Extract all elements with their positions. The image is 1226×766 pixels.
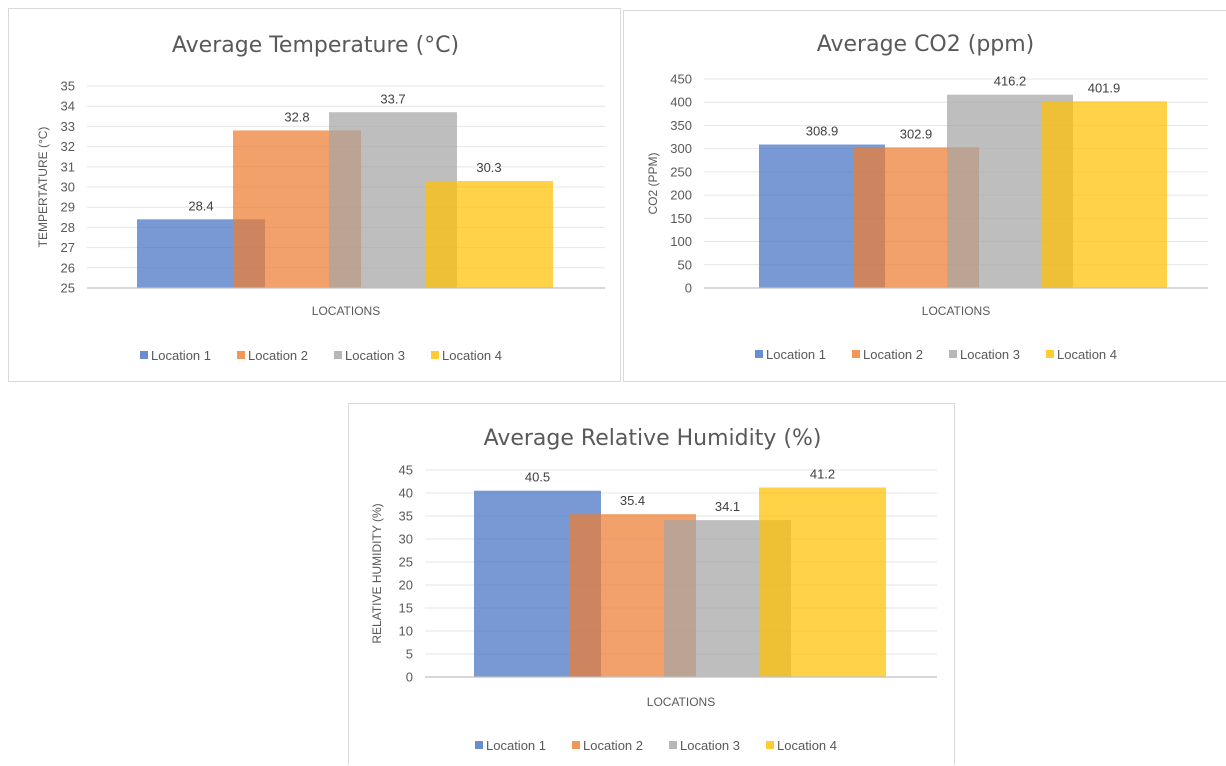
bar-location-4 <box>425 180 553 288</box>
legend-label: Location 4 <box>777 738 837 753</box>
y-tick-label: 35 <box>399 509 413 524</box>
y-tick-label: 200 <box>670 188 692 203</box>
data-label: 302.9 <box>900 126 933 141</box>
bar-location-4 <box>759 487 886 677</box>
y-tick-label: 15 <box>399 601 413 616</box>
data-label: 416.2 <box>994 74 1027 89</box>
y-tick-label: 20 <box>399 578 413 593</box>
legend-label: Location 3 <box>680 738 740 753</box>
y-tick-label: 300 <box>670 141 692 156</box>
y-tick-label: 150 <box>670 211 692 226</box>
data-label: 401.9 <box>1088 80 1121 95</box>
y-tick-label: 32 <box>61 139 75 154</box>
data-label: 33.7 <box>380 91 405 106</box>
temperature-chart-svg: Average Temperature (°C) 25 26 27 28 29 30 31 32… <box>36 33 605 363</box>
data-label: 40.5 <box>525 470 550 485</box>
x-axis-title: LOCATIONS <box>922 304 990 318</box>
y-tick-label: 31 <box>61 159 75 174</box>
legend-label: Location 2 <box>248 348 308 363</box>
y-tick-label: 100 <box>670 234 692 249</box>
legend-label: Location 3 <box>960 347 1020 362</box>
y-tick-label: 33 <box>61 119 75 134</box>
legend-swatch <box>572 741 580 749</box>
y-tick-label: 5 <box>406 647 413 662</box>
legend-swatch <box>755 350 763 358</box>
legend-swatch <box>334 351 342 359</box>
y-tick-label: 35 <box>61 79 75 94</box>
y-axis-title: TEMPERTATURE (°C) <box>36 127 50 248</box>
legend-label: Location 4 <box>442 348 502 363</box>
x-axis-title: LOCATIONS <box>647 695 715 709</box>
y-tick-label: 40 <box>399 486 413 501</box>
legend-swatch <box>237 351 245 359</box>
data-label: 30.3 <box>476 160 501 175</box>
y-tick-label: 30 <box>399 532 413 547</box>
chart-title: Average Temperature (°C) <box>172 33 459 58</box>
y-tick-label: 28 <box>61 220 75 235</box>
data-label: 28.4 <box>188 198 213 213</box>
y-tick-label: 400 <box>670 95 692 110</box>
data-label: 308.9 <box>806 124 839 139</box>
data-label: 34.1 <box>715 499 740 514</box>
legend-swatch <box>852 350 860 358</box>
legend-label: Location 3 <box>345 348 405 363</box>
y-tick-label: 34 <box>61 99 75 114</box>
legend-swatch <box>669 741 677 749</box>
y-tick-label: 26 <box>61 260 75 275</box>
legend-swatch <box>949 350 957 358</box>
legend-label: Location 1 <box>486 738 546 753</box>
chart-panel-temperature: Average Temperature (°C) 25 26 27 28 29 30 31 32… <box>8 8 621 382</box>
y-tick-label: 0 <box>406 670 413 685</box>
chart-title: Average Relative Humidity (%) <box>484 426 822 451</box>
y-tick-label: 10 <box>399 624 413 639</box>
y-tick-label: 29 <box>61 200 75 215</box>
y-axis-title: CO2 (PPM) <box>646 152 660 214</box>
legend-label: Location 1 <box>766 347 826 362</box>
y-tick-label: 30 <box>61 180 75 195</box>
humidity-chart-svg: Average Relative Humidity (%) 0 5 10 15 20 25 3… <box>370 426 937 753</box>
y-tick-label: 350 <box>670 118 692 133</box>
legend-label: Location 2 <box>583 738 643 753</box>
chart-panel-co2: Average CO2 (ppm) 0 50 100 150 200 250 300 350 40… <box>623 10 1226 382</box>
chart-title: Average CO2 (ppm) <box>817 32 1035 57</box>
legend-swatch <box>475 741 483 749</box>
data-label: 32.8 <box>284 109 309 124</box>
y-tick-label: 250 <box>670 164 692 179</box>
co2-chart-svg: Average CO2 (ppm) 0 50 100 150 200 250 300 350 40… <box>646 32 1208 362</box>
data-label: 35.4 <box>620 493 645 508</box>
chart-panel-humidity: Average Relative Humidity (%) 0 5 10 15 20 25 3… <box>348 403 955 765</box>
legend-label: Location 2 <box>863 347 923 362</box>
legend-swatch <box>431 351 439 359</box>
legend-label: Location 4 <box>1057 347 1117 362</box>
legend-swatch <box>766 741 774 749</box>
bar-location-4 <box>1041 101 1167 288</box>
y-tick-label: 450 <box>670 72 692 87</box>
y-tick-label: 50 <box>678 257 692 272</box>
y-axis-title: RELATIVE HUMIDITY (%) <box>370 503 384 643</box>
y-tick-label: 45 <box>399 463 413 478</box>
x-axis-title: LOCATIONS <box>312 304 380 318</box>
legend-label: Location 1 <box>151 348 211 363</box>
data-label: 41.2 <box>810 466 835 481</box>
y-tick-label: 25 <box>61 281 75 296</box>
y-tick-label: 25 <box>399 555 413 570</box>
y-tick-label: 0 <box>685 281 692 296</box>
legend-swatch <box>1046 350 1054 358</box>
legend-swatch <box>140 351 148 359</box>
y-tick-label: 27 <box>61 240 75 255</box>
